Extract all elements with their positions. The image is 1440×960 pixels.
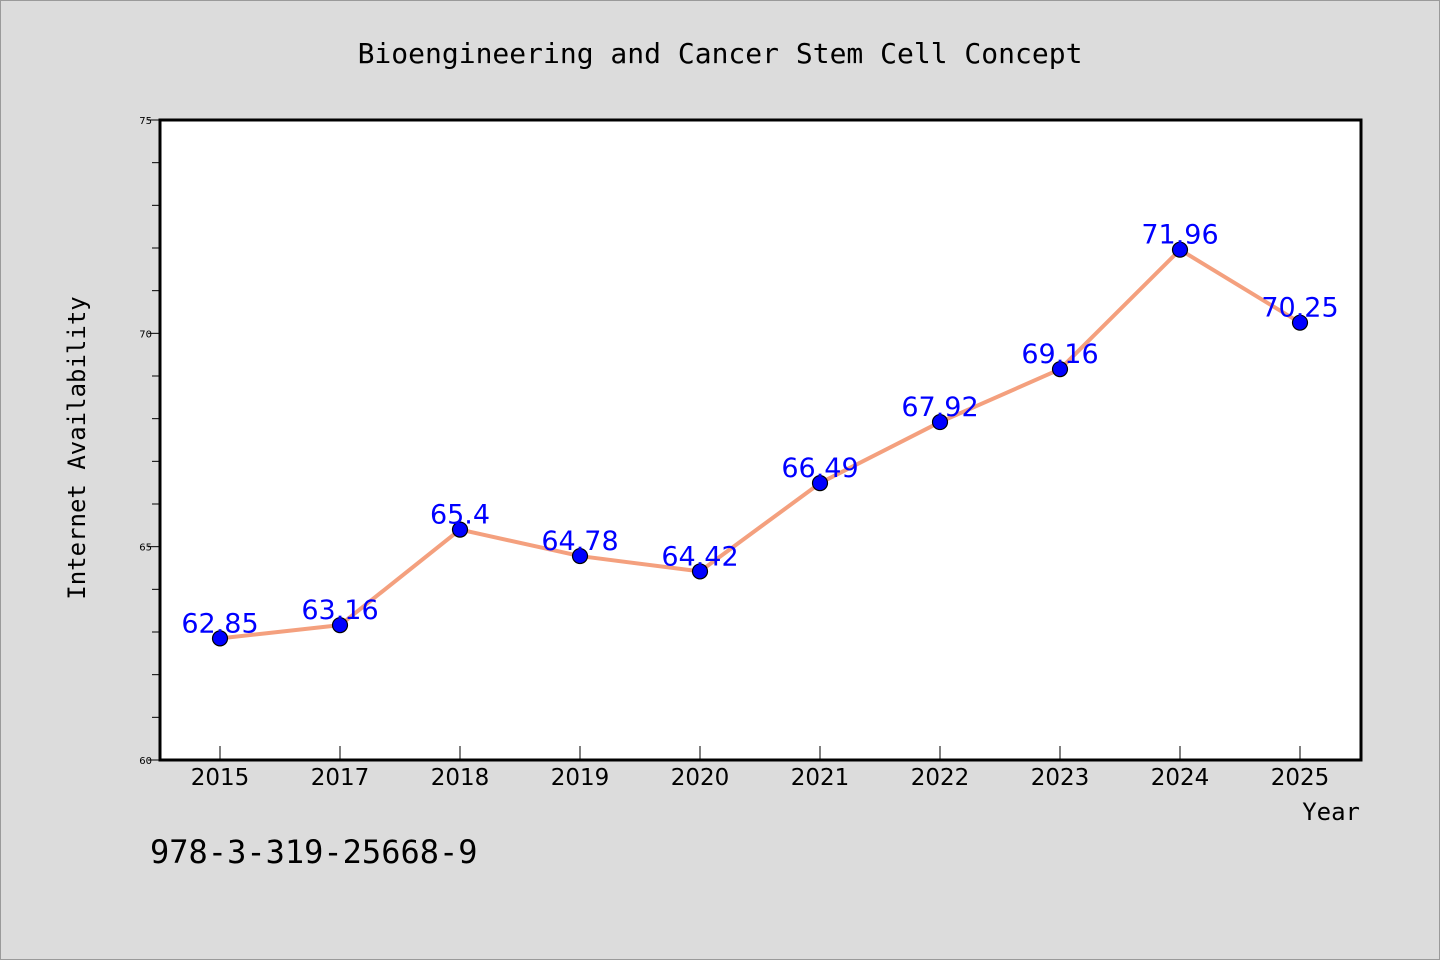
data-label: 65.4 [430, 500, 490, 531]
data-point [931, 413, 949, 431]
x-axis: 2015 2017 2018 2019 2020 2021 2022 2023 2024 2025 [191, 746, 1330, 791]
x-tick-label: 2023 [1031, 765, 1090, 791]
x-tick-label: 2021 [791, 765, 850, 791]
x-tick-label: 2025 [1271, 765, 1330, 791]
data-label: 69.16 [1021, 339, 1098, 370]
y-axis: 60 65 70 75 [139, 116, 160, 767]
x-tick-label: 2024 [1151, 765, 1210, 791]
data-point [571, 547, 589, 565]
data-label: 64.78 [541, 526, 618, 557]
data-label: 70.25 [1261, 293, 1338, 324]
x-axis-label: Year [1302, 798, 1360, 826]
data-point [1171, 241, 1189, 258]
data-label: 64.42 [661, 541, 738, 572]
data-labels: 62.85 63.16 65.4 64.78 64.42 66.49 67.92 69.16 7… [181, 220, 1338, 640]
data-point [691, 563, 709, 580]
data-point [811, 474, 829, 492]
y-axis-label: Internet Availability [63, 296, 91, 599]
data-point [1291, 314, 1309, 331]
data-point [211, 630, 229, 647]
data-markers [211, 241, 1309, 647]
data-point [331, 617, 349, 634]
data-point [1051, 361, 1069, 378]
y-tick-label: 75 [139, 116, 152, 127]
y-tick-label: 70 [139, 329, 152, 340]
data-label: 71.96 [1141, 220, 1218, 251]
x-tick-label: 2019 [551, 765, 610, 791]
x-tick-label: 2018 [431, 765, 490, 791]
series-line [218, 247, 1302, 641]
chart-title: Bioengineering and Cancer Stem Cell Conc… [358, 37, 1083, 70]
x-tick-label: 2017 [311, 765, 370, 791]
isbn-text: 978-3-319-25668-9 [150, 833, 478, 871]
data-label: 66.49 [781, 453, 858, 484]
plot-area [158, 118, 1363, 762]
data-label: 62.85 [181, 608, 258, 639]
x-tick-label: 2015 [191, 765, 250, 791]
data-point [451, 521, 469, 538]
data-label: 63.16 [301, 595, 378, 626]
y-tick-label: 60 [139, 756, 152, 767]
data-label: 67.92 [901, 392, 978, 423]
x-tick-label: 2022 [911, 765, 970, 791]
x-tick-label: 2020 [671, 765, 730, 791]
y-tick-label: 65 [139, 543, 152, 554]
